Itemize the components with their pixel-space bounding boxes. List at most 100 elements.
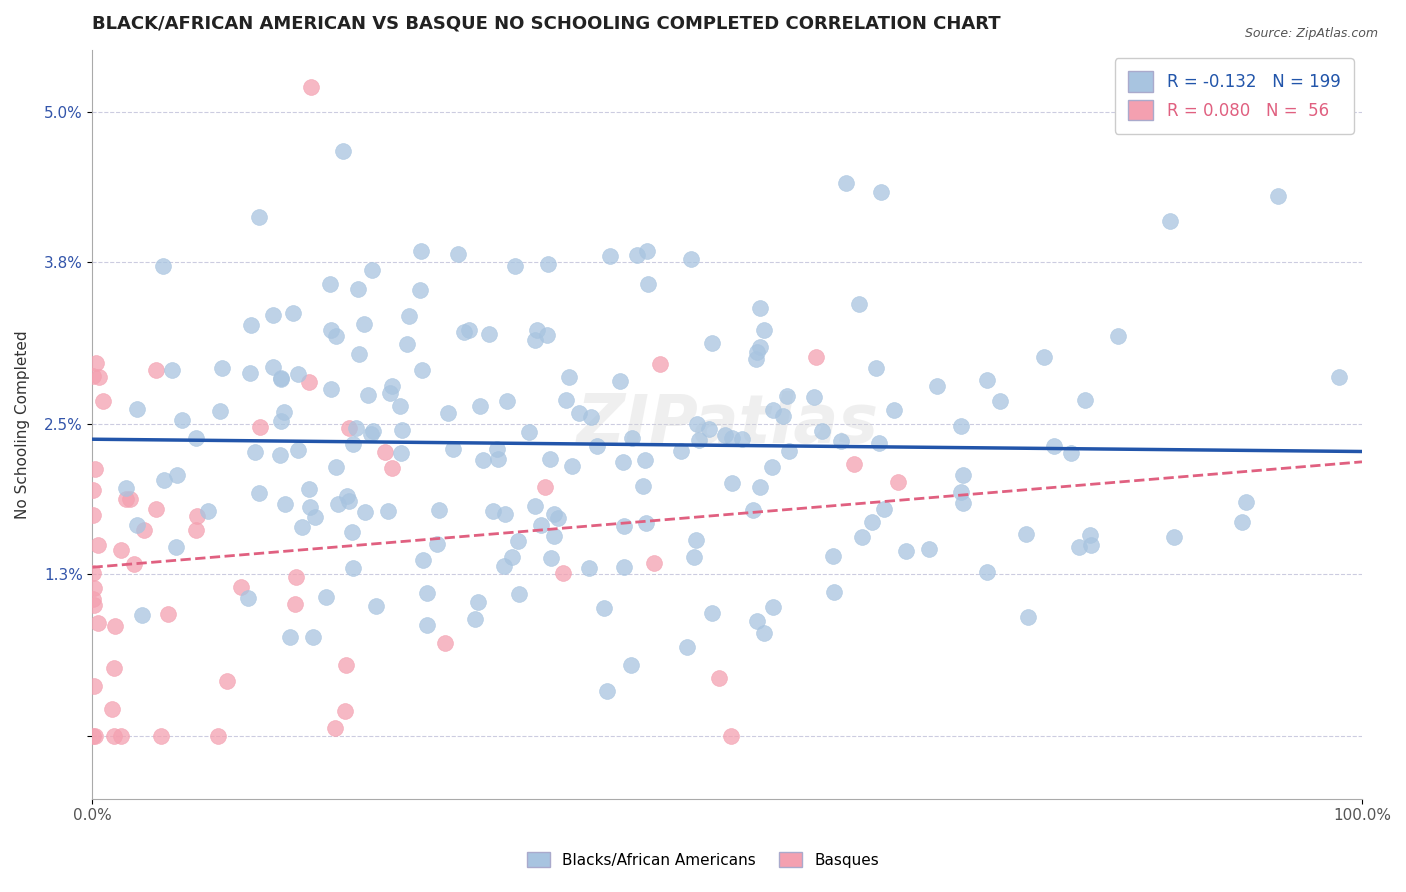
Point (434, 635, 457, 649)
Point (270, 371, 292, 385)
Point (747, 614, 769, 628)
Point (262, 308, 284, 322)
Point (700, 335, 723, 350)
Point (578, 561, 600, 575)
Point (323, 721, 346, 735)
Point (337, 493, 360, 508)
Point (742, 503, 765, 517)
Point (477, 326, 499, 341)
Point (357, 387, 380, 401)
Point (145, 363, 167, 377)
Point (1327, 369, 1350, 384)
Point (870, 185, 893, 199)
Point (287, 443, 309, 458)
Point (650, 357, 672, 371)
Point (82, 566, 104, 580)
Point (713, 428, 735, 442)
Point (702, 606, 724, 620)
Point (186, 509, 208, 524)
Point (247, 485, 270, 500)
Point (374, 445, 396, 459)
Point (886, 475, 908, 489)
Point (82, 592, 104, 607)
Point (547, 511, 569, 525)
Point (844, 457, 866, 471)
Point (558, 369, 581, 384)
Point (721, 475, 744, 490)
Point (553, 566, 575, 580)
Point (319, 323, 342, 337)
Point (160, 363, 183, 377)
Point (361, 263, 384, 277)
Point (298, 500, 321, 515)
Point (415, 617, 437, 632)
Point (976, 373, 998, 387)
Point (326, 497, 349, 511)
Point (894, 544, 917, 558)
Point (346, 282, 368, 296)
Point (643, 556, 665, 570)
Point (538, 452, 561, 467)
Point (412, 552, 434, 566)
Point (184, 431, 207, 445)
Point (184, 523, 207, 537)
Point (283, 597, 305, 611)
Point (637, 277, 659, 292)
Point (125, 517, 148, 532)
Point (441, 442, 464, 456)
Point (762, 403, 785, 417)
Point (427, 503, 450, 517)
Point (82, 483, 104, 497)
Point (883, 403, 905, 417)
Point (776, 389, 799, 403)
Point (1230, 516, 1253, 530)
Point (952, 496, 974, 510)
Point (217, 673, 239, 688)
Point (949, 419, 972, 434)
Text: BLACK/AFRICAN AMERICAN VS BASQUE NO SCHOOLING COMPLETED CORRELATION CHART: BLACK/AFRICAN AMERICAN VS BASQUE NO SCHO… (93, 15, 1001, 33)
Point (612, 454, 634, 468)
Point (360, 427, 382, 442)
Point (170, 412, 193, 426)
Point (458, 323, 481, 337)
Point (209, 404, 232, 418)
Point (464, 612, 486, 626)
Point (238, 366, 260, 380)
Point (388, 399, 411, 413)
Point (865, 360, 887, 375)
Point (409, 283, 432, 297)
Point (89, 369, 111, 384)
Point (470, 399, 492, 413)
Point (298, 482, 321, 496)
Point (1015, 527, 1038, 541)
Point (453, 325, 475, 339)
Point (830, 434, 852, 448)
Point (561, 459, 583, 474)
Point (1267, 189, 1289, 203)
Point (835, 176, 858, 190)
Point (494, 507, 516, 521)
Point (925, 379, 948, 393)
Point (526, 323, 548, 337)
Point (633, 479, 655, 493)
Point (697, 421, 720, 435)
Point (319, 382, 342, 396)
Point (1107, 329, 1129, 343)
Point (304, 510, 326, 524)
Point (86, 538, 108, 552)
Point (157, 607, 180, 621)
Point (709, 672, 731, 686)
Point (688, 433, 710, 447)
Point (337, 421, 360, 435)
Point (1017, 610, 1039, 624)
Point (103, 730, 125, 744)
Point (114, 491, 136, 506)
Point (211, 360, 233, 375)
Point (315, 590, 337, 604)
Point (599, 248, 621, 262)
Point (669, 443, 692, 458)
Point (1234, 495, 1257, 509)
Point (745, 352, 768, 367)
Point (748, 340, 770, 354)
Point (772, 409, 794, 423)
